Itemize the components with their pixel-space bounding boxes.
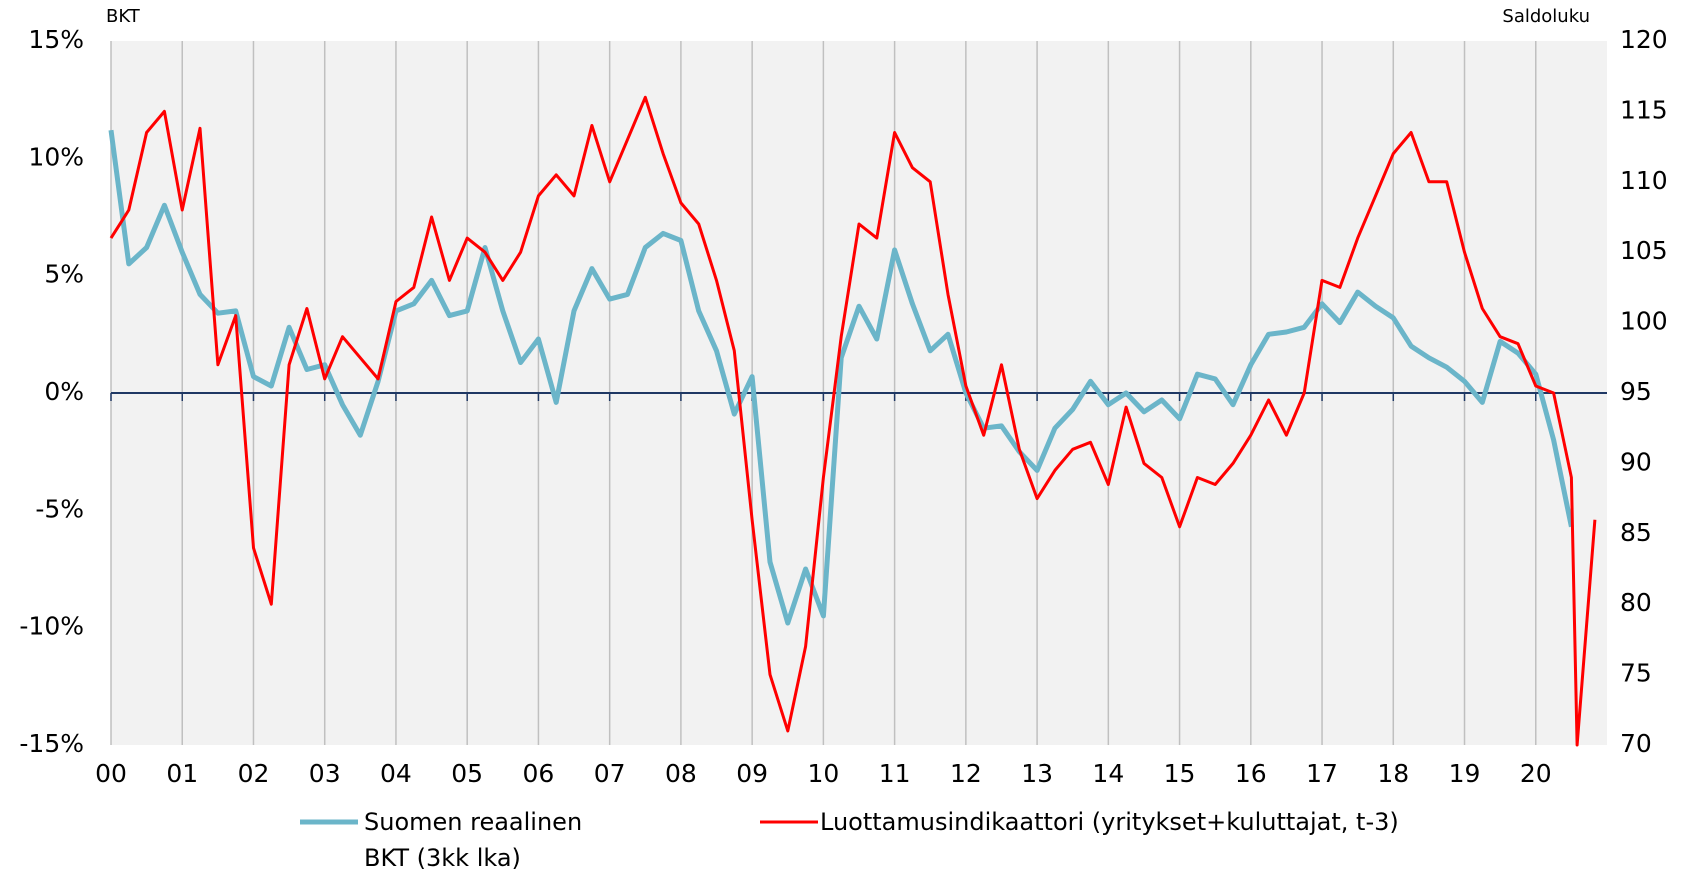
y-tick-label: 0%: [44, 377, 84, 406]
legend-label: Suomen reaalinen BKT (3kk lka): [364, 808, 583, 872]
y2-tick-label: 120: [1620, 25, 1668, 54]
x-tick-label: 05: [451, 759, 483, 788]
y-tick-label: 5%: [44, 260, 84, 289]
y-tick-label: -15%: [19, 729, 84, 758]
x-tick-label: 02: [238, 759, 270, 788]
x-tick-label: 04: [380, 759, 412, 788]
y2-tick-label: 75: [1620, 659, 1652, 688]
y2-tick-label: 90: [1620, 447, 1652, 476]
y2-tick-label: 95: [1620, 377, 1652, 406]
x-tick-label: 20: [1520, 759, 1552, 788]
y2-tick-label: 70: [1620, 729, 1652, 758]
x-tick-label: 16: [1235, 759, 1267, 788]
x-tick-label: 13: [1021, 759, 1053, 788]
x-tick-label: 00: [95, 759, 127, 788]
y-tick-label: -10%: [19, 612, 84, 641]
y-tick-label: 10%: [28, 142, 84, 171]
x-tick-label: 11: [879, 759, 911, 788]
x-tick-label: 14: [1092, 759, 1124, 788]
x-tick-label: 01: [166, 759, 198, 788]
x-tick-label: 19: [1449, 759, 1481, 788]
x-tick-label: 17: [1306, 759, 1338, 788]
x-tick-label: 09: [736, 759, 768, 788]
x-tick-label: 07: [594, 759, 626, 788]
y-tick-label: 15%: [28, 25, 84, 54]
series-line: [109, 95, 1597, 747]
y2-axis-label: Saldoluku: [1502, 6, 1590, 27]
x-tick-label: 18: [1377, 759, 1409, 788]
x-tick-label: 15: [1164, 759, 1196, 788]
y2-tick-label: 100: [1620, 307, 1668, 336]
x-tick-label: 10: [807, 759, 839, 788]
y-axis-label: BKT: [106, 6, 141, 27]
x-tick-label: 03: [309, 759, 341, 788]
series-line: [108, 129, 1574, 626]
y-tick-label: -5%: [35, 494, 84, 523]
y2-tick-label: 105: [1620, 236, 1668, 265]
x-tick-label: 12: [950, 759, 982, 788]
y2-tick-label: 115: [1620, 95, 1668, 124]
x-tick-label: 08: [665, 759, 697, 788]
y2-tick-label: 85: [1620, 518, 1652, 547]
y2-tick-label: 80: [1620, 588, 1652, 617]
y2-tick-label: 110: [1620, 166, 1668, 195]
legend-label: Luottamusindikaattori (yritykset+kulutta…: [820, 808, 1399, 836]
x-tick-label: 06: [523, 759, 555, 788]
